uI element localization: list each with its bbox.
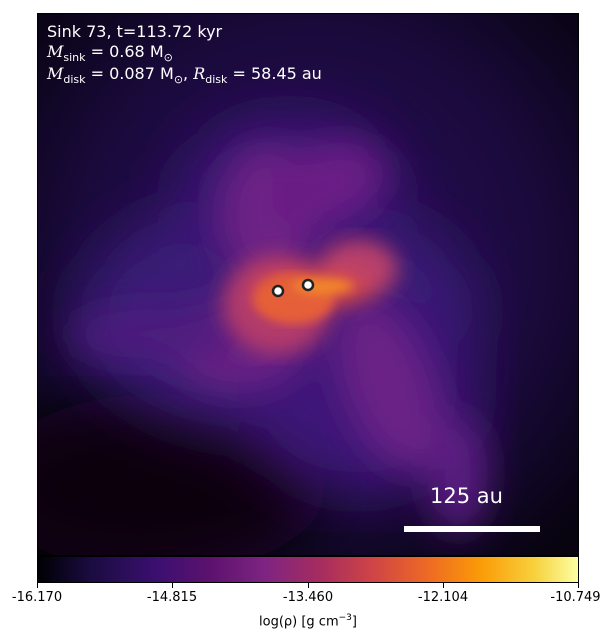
- colorbar-tick-label: -13.460: [282, 590, 334, 605]
- colorbar-tick-label: -10.749: [550, 590, 601, 605]
- density-image: [38, 14, 578, 555]
- colorbar-tick: [37, 583, 38, 588]
- colorbar-tick: [172, 583, 173, 588]
- disk-properties: Mdisk = 0.087 M⊙, Rdisk = 58.45 au: [47, 64, 322, 87]
- colorbar-tick: [443, 583, 444, 588]
- sink-particle-icon: [271, 284, 285, 298]
- colorbar-tick-label: -14.815: [146, 590, 198, 605]
- colorbar-tick: [308, 583, 309, 588]
- colorbar: [37, 556, 579, 583]
- colorbar-tick: [578, 583, 579, 588]
- scale-bar: [404, 526, 540, 532]
- colorbar-label: log(ρ) [g cm−3]: [259, 613, 357, 630]
- scale-bar-label: 125 au: [430, 484, 503, 508]
- colorbar-tick-label: -16.170: [11, 590, 63, 605]
- density-map: Sink 73, t=113.72 kyr Msink = 0.68 M⊙ Md…: [37, 13, 579, 556]
- filaments: [68, 141, 488, 534]
- sink-mass: Msink = 0.68 M⊙: [47, 42, 173, 65]
- sink-particle-icon: [301, 278, 315, 292]
- colorbar-tick-label: -12.104: [417, 590, 469, 605]
- sink-title: Sink 73, t=113.72 kyr: [47, 22, 223, 41]
